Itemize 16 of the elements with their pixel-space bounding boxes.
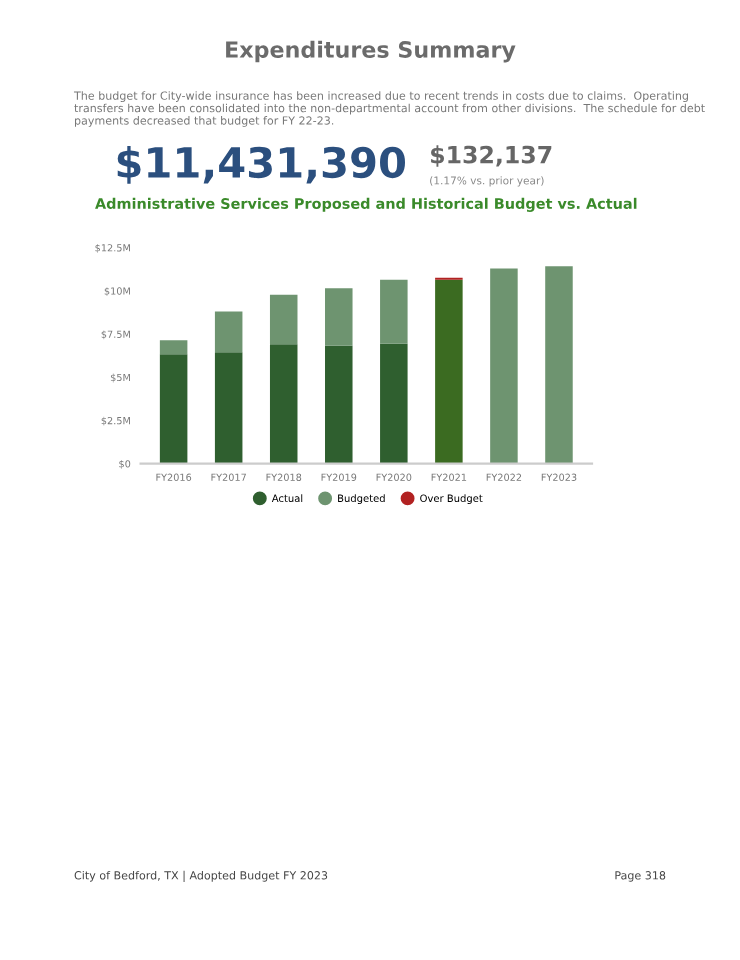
bar [380, 343, 408, 464]
bar [214, 352, 243, 464]
bar [214, 311, 243, 353]
bar [325, 345, 353, 464]
bar [545, 266, 573, 464]
bar [490, 268, 518, 464]
text: $132,137 [431, 145, 552, 167]
bar [269, 344, 298, 464]
bar [435, 279, 463, 464]
bar [380, 279, 408, 344]
text: $11,431,390 [117, 145, 406, 184]
bar [159, 354, 188, 464]
bar [325, 288, 353, 346]
bar [159, 340, 188, 355]
bar [269, 294, 298, 345]
text: Expenditures Summary [226, 40, 516, 63]
